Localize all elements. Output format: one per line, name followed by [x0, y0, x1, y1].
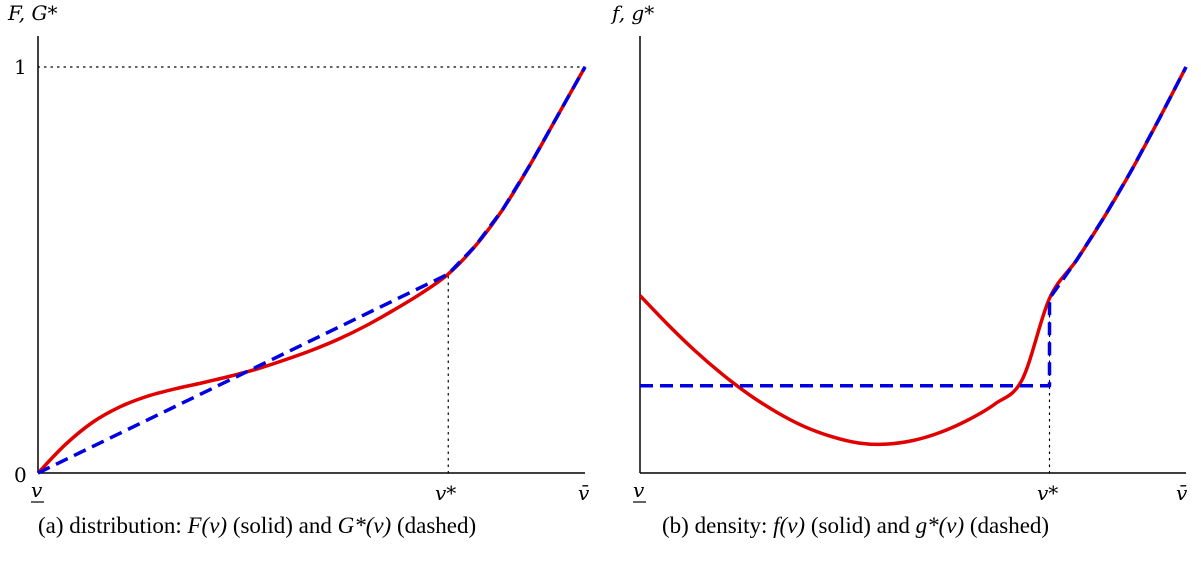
panel-a-y-axis-label: F, G* [7, 1, 57, 25]
panel-b-caption: (b) density: f(v) (solid) and g*(v) (das… [662, 513, 1049, 539]
panel-a-y-tick-0: 0 [14, 463, 27, 487]
panel-b-caption-f: f(v) [773, 513, 806, 538]
panel-a-x-tick-vhigh: v̄ [578, 481, 590, 505]
panel-b-x-tick-vlow: v [633, 478, 645, 502]
panel-a-caption-f: F(v) [187, 513, 228, 538]
panel-a-distribution-chart: F, G* 1 0 v v* v̄ [7, 1, 590, 505]
panel-b-caption-mid: (solid) and [805, 513, 916, 538]
panel-b-x-tick-vhigh: v̄ [1176, 481, 1188, 505]
panel-a-caption-mid: (solid) and [227, 513, 338, 538]
panel-a-caption-prefix: (a) distribution: [38, 513, 188, 538]
panel-b-density-chart: f, g* v v* v̄ [610, 1, 1188, 505]
panel-a-x-tick-vstar: v* [435, 481, 456, 505]
panel-b-x-tick-vstar: v* [1037, 481, 1058, 505]
panel-a-series-dashed [37, 66, 587, 475]
panel-a-y-tick-1: 1 [14, 55, 27, 79]
panel-b-series-solid [638, 66, 1188, 447]
panel-b-y-axis-label: f, g* [610, 1, 654, 25]
panel-b-caption-suffix: (dashed) [964, 513, 1050, 538]
panel-a-caption-g: G*(v) [337, 513, 392, 538]
panel-a-x-tick-vlow: v [31, 478, 43, 502]
panel-a-caption: (a) distribution: F(v) (solid) and G*(v)… [38, 513, 476, 539]
panel-b-series-dashed [640, 66, 1188, 388]
panel-a-series-solid [36, 66, 587, 475]
panel-a-caption-suffix: (dashed) [391, 513, 477, 538]
panel-b-caption-prefix: (b) density: [662, 513, 774, 538]
panel-b-caption-g: g*(v) [915, 513, 965, 538]
